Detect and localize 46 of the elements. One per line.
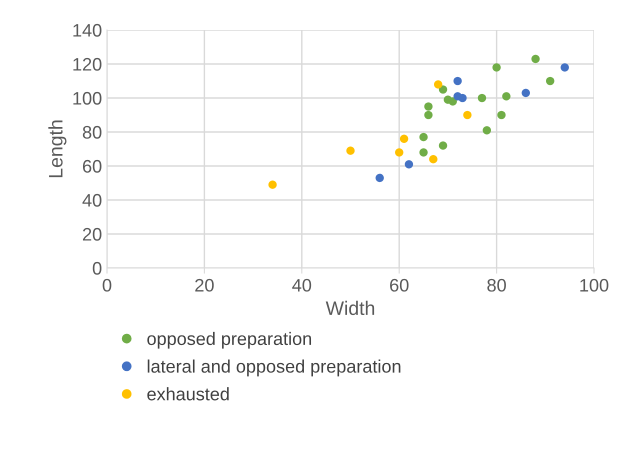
point [546,76,554,86]
y-tick-label: 140 [73,24,102,37]
point [478,94,486,102]
y-tick-label: 60 [82,160,102,173]
x-tick-label: 100 [580,278,608,292]
point [502,92,511,100]
point [434,80,442,89]
point [404,160,414,168]
point [400,134,408,143]
point [458,94,467,102]
point [497,110,506,120]
point [424,102,433,111]
point [429,155,438,164]
y-axis-title: Length [48,120,66,178]
x-tick-label: 40 [292,278,312,292]
x-tick-label: 0 [102,278,112,292]
legend-label: opposed preparation [147,332,312,349]
point [268,180,277,189]
legend-label: lateral and opposed preparation [148,360,400,376]
x-tick-label: 80 [487,278,506,292]
point [346,146,355,155]
x-tick-label: 60 [390,278,409,292]
point [438,85,448,94]
y-tick-label: 20 [82,228,102,241]
point [448,97,457,106]
point [482,126,492,134]
x-tick-label: 20 [195,278,214,292]
y-tick-label: 120 [73,58,102,71]
x-axis-title: Width [326,300,374,316]
y-tick-label: 100 [73,92,102,105]
point [560,63,569,72]
point [419,148,428,157]
y-tick-label: 40 [82,194,102,207]
y-tick-label: 0 [92,262,102,275]
point [463,110,472,120]
point [395,148,404,157]
point [453,76,462,86]
point [492,63,501,72]
point [376,174,384,182]
point [522,88,530,98]
point [419,132,428,142]
y-tick-label: 80 [82,126,102,139]
point [424,110,433,120]
legend-label: exhausted [147,387,229,400]
point [531,54,540,64]
point [438,141,448,150]
